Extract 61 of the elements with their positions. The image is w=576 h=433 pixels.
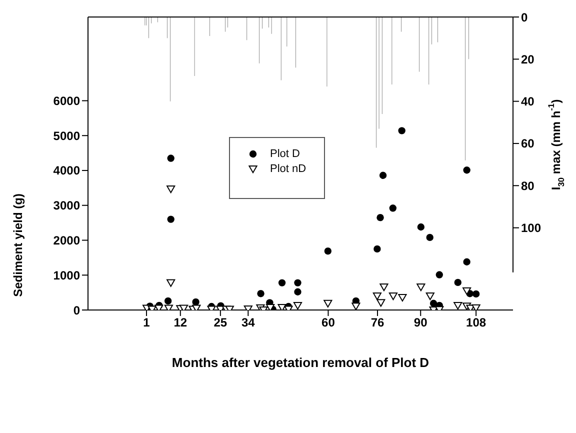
point [454,278,462,286]
point [388,292,398,300]
point [167,154,174,162]
y2-tick-label: 0 [521,10,528,24]
point [257,290,264,298]
legend-label: Plot D [270,148,300,160]
point [167,216,174,223]
point [294,288,302,296]
point [463,258,470,266]
x-tick-label: 60 [322,316,336,330]
x-axis-title: Months after vegetation removal of Plot D [172,355,430,370]
point [426,234,434,242]
point [454,302,462,310]
x-tick-label: 1 [143,316,150,330]
point [372,292,382,300]
y2-tick-label: 40 [521,94,535,109]
x-tick-label: 12 [174,316,188,330]
y-axis-title: Sediment yield (g) [11,194,25,297]
point [374,245,381,253]
y2-tick-label: 80 [521,178,535,193]
point [352,302,360,310]
x-tick-label: 108 [466,316,486,330]
y-tick-label: 6000 [53,94,80,108]
point [192,298,200,306]
y2-tick-label: 100 [521,221,542,236]
point [463,166,470,174]
point [430,300,438,307]
y-tick-label: 3000 [53,198,80,213]
point [472,290,480,298]
point [398,294,407,302]
point [166,279,176,287]
y-tick-label: 5000 [53,128,80,143]
legend-label: Plot nD [270,162,306,174]
point [294,279,302,286]
x-tick-label: 76 [370,316,384,330]
point [376,299,386,307]
point [293,302,302,310]
point [416,283,426,292]
point [417,223,425,231]
point [380,283,388,292]
point [379,172,387,179]
y-tick-label: 2000 [53,234,80,248]
y2-tick-label: 60 [521,136,535,151]
point [462,287,472,295]
point [164,297,172,305]
point [398,127,406,134]
y-tick-label: 1000 [53,268,80,282]
point [278,279,286,286]
x-tick-label: 25 [214,316,228,330]
y-tick-label: 4000 [53,164,80,178]
point [324,300,332,308]
point [324,247,332,255]
x-tick-label: 90 [414,316,428,330]
y2-tick-label: 20 [521,52,535,66]
point [436,271,443,278]
x-tick-label: 34 [241,316,256,330]
point [426,292,434,300]
point [166,185,176,194]
y-tick-label: 0 [73,303,80,318]
point [389,204,396,212]
point [376,214,384,222]
